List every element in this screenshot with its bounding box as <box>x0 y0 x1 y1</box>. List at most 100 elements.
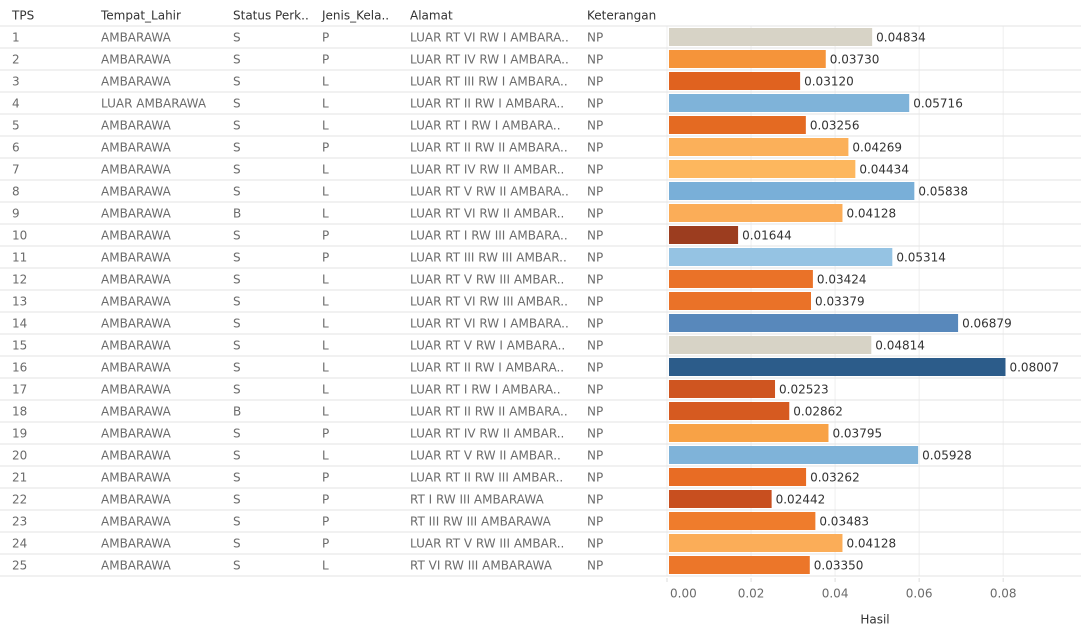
cell: LUAR RT IV RW I AMBARA.. <box>410 53 569 67</box>
cell: 2 <box>12 53 20 67</box>
cell: P <box>322 515 329 529</box>
cell: NP <box>587 559 603 573</box>
value-label: 0.05928 <box>922 449 972 463</box>
cell: S <box>233 229 241 243</box>
cell: 25 <box>12 559 27 573</box>
bar <box>669 402 790 420</box>
bar <box>669 424 829 442</box>
cell: NP <box>587 493 603 507</box>
value-label: 0.05314 <box>896 251 946 265</box>
cell: 18 <box>12 405 27 419</box>
cell: LUAR RT V RW III AMBAR.. <box>410 537 564 551</box>
cell: 8 <box>12 185 20 199</box>
cell: S <box>233 273 241 287</box>
cell: P <box>322 471 329 485</box>
cell: L <box>322 361 329 375</box>
cell: LUAR RT II RW II AMBARA.. <box>410 405 568 419</box>
value-label: 0.05838 <box>918 185 968 199</box>
column-header: Keterangan <box>587 9 656 23</box>
cell: S <box>233 295 241 309</box>
cell: S <box>233 427 241 441</box>
x-tick-label: 0.08 <box>990 587 1017 601</box>
cell: L <box>322 405 329 419</box>
cell: NP <box>587 471 603 485</box>
cell: P <box>322 427 329 441</box>
cell: AMBARAWA <box>101 31 172 45</box>
cell: S <box>233 471 241 485</box>
column-header: Alamat <box>410 9 453 23</box>
cell: NP <box>587 339 603 353</box>
cell: AMBARAWA <box>101 361 172 375</box>
cell: S <box>233 493 241 507</box>
cell: S <box>233 97 241 111</box>
cell: 23 <box>12 515 27 529</box>
cell: L <box>322 273 329 287</box>
value-label: 0.08007 <box>1009 361 1059 375</box>
value-label: 0.02442 <box>776 493 826 507</box>
cell: RT I RW III AMBARAWA <box>410 493 545 507</box>
cell: S <box>233 559 241 573</box>
cell: NP <box>587 251 603 265</box>
cell: LUAR RT I RW III AMBARA.. <box>410 229 568 243</box>
value-label: 0.04814 <box>875 339 925 353</box>
cell: LUAR RT II RW I AMBARA.. <box>410 97 564 111</box>
cell: AMBARAWA <box>101 515 172 529</box>
cell: NP <box>587 207 603 221</box>
value-label: 0.01644 <box>742 229 792 243</box>
cell: P <box>322 53 329 67</box>
cell: NP <box>587 75 603 89</box>
cell: AMBARAWA <box>101 185 172 199</box>
cell: LUAR RT VI RW I AMBARA.. <box>410 31 569 45</box>
cell: NP <box>587 515 603 529</box>
bar <box>669 380 776 398</box>
column-header: Status Perk.. <box>233 9 309 23</box>
bar <box>669 490 772 508</box>
value-label: 0.04434 <box>859 163 909 177</box>
cell: S <box>233 515 241 529</box>
cell: NP <box>587 449 603 463</box>
cell: P <box>322 537 329 551</box>
cell: AMBARAWA <box>101 251 172 265</box>
cell: 7 <box>12 163 20 177</box>
cell: L <box>322 295 329 309</box>
x-tick-label: 0.02 <box>738 587 765 601</box>
value-label: 0.05716 <box>913 97 963 111</box>
cell: NP <box>587 53 603 67</box>
cell: RT III RW III AMBARAWA <box>410 515 552 529</box>
value-label: 0.03379 <box>815 295 865 309</box>
cell: LUAR RT I RW I AMBARA.. <box>410 119 561 133</box>
value-label: 0.03795 <box>832 427 882 441</box>
bar <box>669 28 873 46</box>
column-header: Tempat_Lahir <box>100 9 181 23</box>
column-header: TPS <box>11 9 34 23</box>
cell: NP <box>587 273 603 287</box>
cell: AMBARAWA <box>101 339 172 353</box>
cell: S <box>233 185 241 199</box>
cell: S <box>233 141 241 155</box>
value-label: 0.03262 <box>810 471 860 485</box>
cell: 4 <box>12 97 20 111</box>
cell: AMBARAWA <box>101 537 172 551</box>
cell: LUAR RT VI RW II AMBAR.. <box>410 207 564 221</box>
cell: 21 <box>12 471 27 485</box>
cell: AMBARAWA <box>101 141 172 155</box>
cell: LUAR RT II RW I AMBARA.. <box>410 361 564 375</box>
value-label: 0.04128 <box>846 537 896 551</box>
cell: NP <box>587 31 603 45</box>
bar <box>669 226 739 244</box>
cell: AMBARAWA <box>101 295 172 309</box>
cell: P <box>322 251 329 265</box>
cell: AMBARAWA <box>101 53 172 67</box>
cell: S <box>233 339 241 353</box>
bar <box>669 248 893 266</box>
cell: L <box>322 383 329 397</box>
x-tick-label: 0.06 <box>906 587 933 601</box>
cell: 20 <box>12 449 27 463</box>
value-label: 0.03483 <box>819 515 869 529</box>
bar <box>669 138 849 156</box>
cell: P <box>322 493 329 507</box>
cell: S <box>233 537 241 551</box>
cell: AMBARAWA <box>101 75 172 89</box>
cell: S <box>233 449 241 463</box>
